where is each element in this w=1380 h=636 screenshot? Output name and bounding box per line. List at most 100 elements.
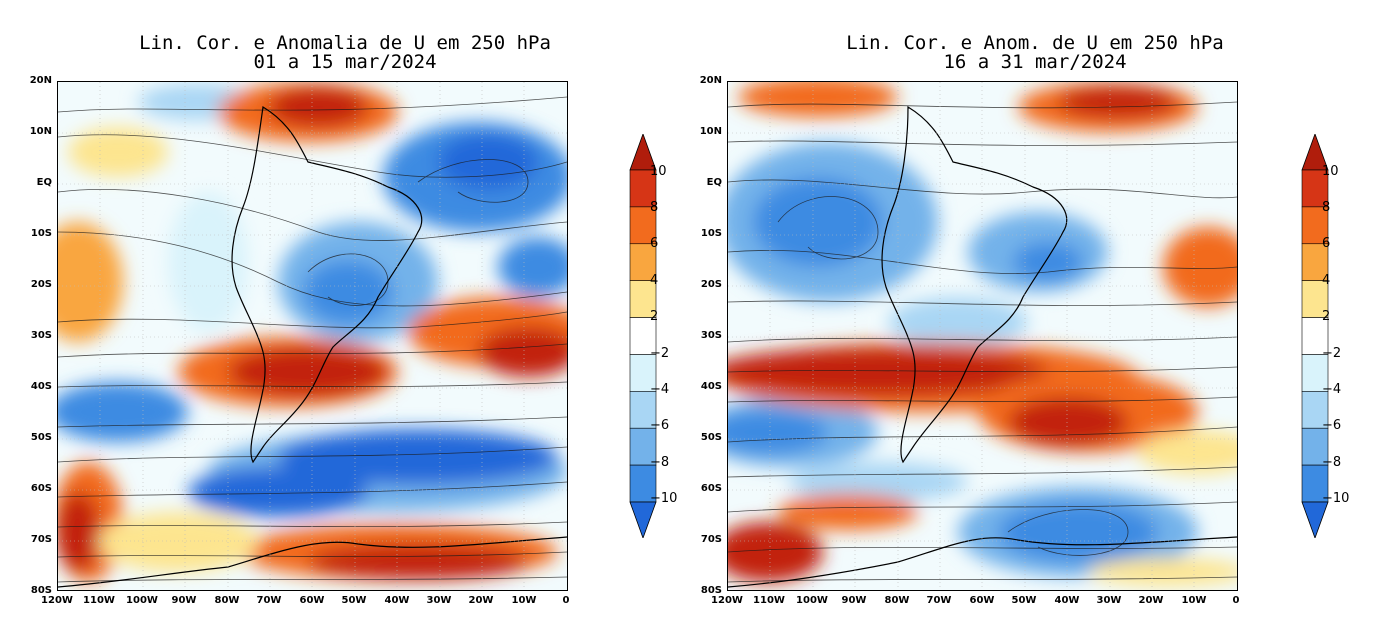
- lon-label: 120W: [41, 595, 73, 606]
- colorbar-swatch: [629, 169, 657, 208]
- lat-label: 20N: [699, 75, 722, 86]
- colorbar-label: −10: [650, 491, 678, 506]
- panel-title-line1: Lin. Cor. e Anomalia de U em 250 hPa: [139, 32, 551, 54]
- colorbar-swatch: [629, 243, 657, 281]
- gridlines: [728, 82, 1237, 590]
- lat-label: 30S: [30, 330, 52, 341]
- lat-label: 10S: [700, 228, 722, 239]
- lat-label: 50S: [700, 432, 722, 443]
- colorbar-swatch: [629, 317, 657, 355]
- antarctica-outline: [58, 536, 567, 588]
- colorbar-swatch: [629, 354, 657, 392]
- lat-label: 70S: [700, 534, 722, 545]
- lat-label: 60S: [700, 483, 722, 494]
- panel-title-line1: Lin. Cor. e Anom. de U em 250 hPa: [846, 32, 1224, 54]
- colorbar-swatch: [629, 427, 657, 466]
- lat-label: EQ: [706, 177, 722, 188]
- lat-label: 80S: [30, 585, 52, 596]
- lon-label: 40W: [384, 595, 410, 606]
- lat-label: 50S: [30, 432, 52, 443]
- colorbar-swatch: [1301, 206, 1329, 245]
- colorbar-label: 10: [650, 164, 667, 179]
- map-area: [727, 81, 1238, 591]
- colorbar-swatch: [1301, 464, 1329, 503]
- anomaly-map: [58, 82, 567, 590]
- colorbar-swatch: [1301, 391, 1329, 429]
- lat-label: 10S: [30, 228, 52, 239]
- colorbar: [628, 132, 658, 540]
- colorbar-label: −10: [1322, 491, 1350, 506]
- lat-label: 60S: [30, 483, 52, 494]
- lat-label: 10N: [699, 126, 722, 137]
- lat-label: 20S: [700, 279, 722, 290]
- colorbar-swatch: [629, 280, 657, 318]
- colorbar-label: 2: [650, 309, 659, 324]
- lon-label: 70W: [256, 595, 282, 606]
- lat-label: 40S: [30, 381, 52, 392]
- colorbar-label: −8: [1322, 455, 1342, 470]
- colorbar-swatches: [629, 132, 657, 540]
- antarctica-outline: [728, 536, 1237, 588]
- south-america-outline: [881, 105, 1068, 464]
- anomaly-map: [728, 82, 1237, 590]
- lon-label: 10W: [511, 595, 537, 606]
- lat-label: 30S: [700, 330, 722, 341]
- colorbar-swatch: [1301, 354, 1329, 392]
- lon-label: 80W: [884, 595, 910, 606]
- colorbar-label: 6: [1322, 236, 1331, 251]
- colorbar-label: 10: [1322, 164, 1339, 179]
- lat-label: EQ: [36, 177, 52, 188]
- map-area: [57, 81, 568, 591]
- lon-label: 110W: [83, 595, 115, 606]
- lon-label: 30W: [1096, 595, 1122, 606]
- colorbar-label: 2: [1322, 309, 1331, 324]
- colorbar-swatch: [629, 464, 657, 503]
- lon-label: 40W: [1054, 595, 1080, 606]
- lon-label: 0: [1232, 595, 1240, 606]
- colorbar-label: −6: [1322, 418, 1342, 433]
- lon-label: 90W: [171, 595, 197, 606]
- panel-title-line2: 16 a 31 mar/2024: [943, 51, 1127, 73]
- colorbar-label: −2: [1322, 346, 1342, 361]
- lon-label: 50W: [1011, 595, 1037, 606]
- colorbar-label: −2: [650, 346, 670, 361]
- south-america-outline: [231, 106, 423, 464]
- lat-label: 80S: [700, 585, 722, 596]
- colorbar-label: −4: [1322, 382, 1342, 397]
- lat-label: 70S: [30, 534, 52, 545]
- colorbar-swatch: [629, 391, 657, 429]
- lat-label: 10N: [29, 126, 52, 137]
- panel-title-line2: 01 a 15 mar/2024: [253, 51, 437, 73]
- colorbar-label: 8: [1322, 200, 1331, 215]
- lon-label: 110W: [753, 595, 785, 606]
- lat-label: 40S: [700, 381, 722, 392]
- lon-label: 90W: [841, 595, 867, 606]
- gridlines: [58, 82, 567, 590]
- colorbar-label: −8: [650, 455, 670, 470]
- lon-label: 100W: [796, 595, 828, 606]
- lon-label: 30W: [426, 595, 452, 606]
- lon-label: 10W: [1181, 595, 1207, 606]
- lat-label: 20N: [29, 75, 52, 86]
- lon-label: 0: [562, 595, 570, 606]
- colorbar-swatch: [1301, 243, 1329, 281]
- colorbar-swatches: [1301, 132, 1329, 540]
- lon-label: 20W: [1138, 595, 1164, 606]
- lat-label: 20S: [30, 279, 52, 290]
- colorbar-label: −6: [650, 418, 670, 433]
- lon-label: 100W: [126, 595, 158, 606]
- colorbar-label: 8: [650, 200, 659, 215]
- colorbar: [1300, 132, 1330, 540]
- colorbar-arrow-bottom: [1301, 501, 1329, 540]
- colorbar-label: −4: [650, 382, 670, 397]
- panel-right: Lin. Cor. e Anom. de U em 250 hPa 16 a 3…: [690, 0, 1380, 636]
- lon-label: 60W: [969, 595, 995, 606]
- colorbar-label: 4: [1322, 273, 1331, 288]
- panel-left: Lin. Cor. e Anomalia de U em 250 hPa 01 …: [29, 32, 678, 606]
- lon-label: 60W: [299, 595, 325, 606]
- colorbar-label: 4: [650, 273, 659, 288]
- lon-label: 20W: [468, 595, 494, 606]
- lon-label: 120W: [711, 595, 743, 606]
- lon-label: 80W: [214, 595, 240, 606]
- lon-label: 50W: [341, 595, 367, 606]
